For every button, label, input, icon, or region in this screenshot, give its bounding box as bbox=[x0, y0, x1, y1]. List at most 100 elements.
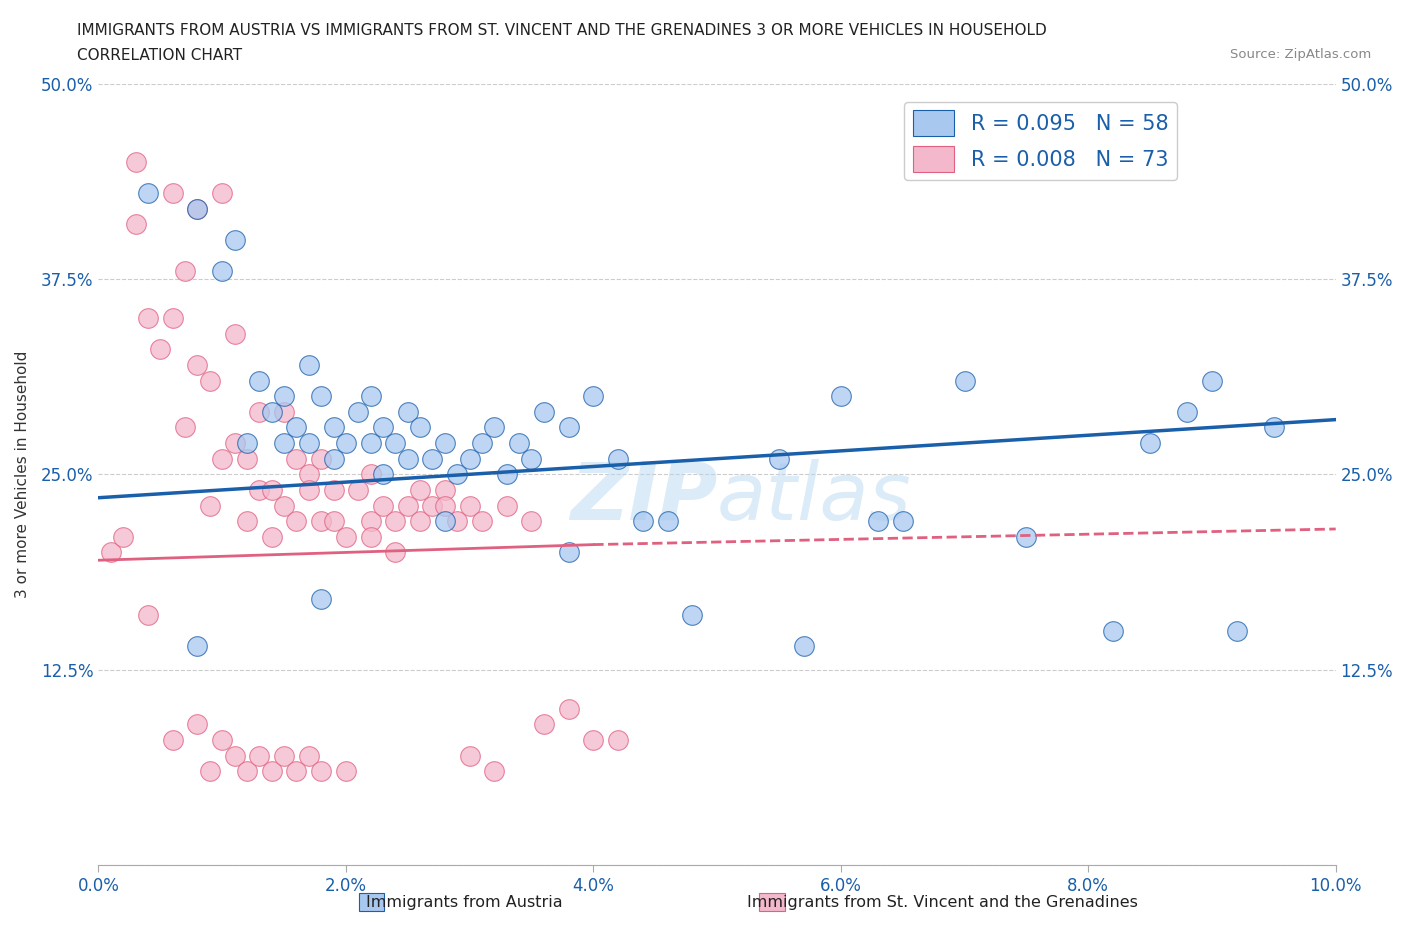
Point bbox=[396, 498, 419, 513]
Point bbox=[124, 154, 146, 169]
Text: Immigrants from St. Vincent and the Grenadines: Immigrants from St. Vincent and the Gren… bbox=[747, 895, 1137, 910]
Point bbox=[211, 733, 233, 748]
Point bbox=[384, 435, 406, 450]
Point bbox=[607, 451, 630, 466]
Point bbox=[471, 513, 494, 528]
Point bbox=[124, 217, 146, 232]
Point bbox=[768, 451, 790, 466]
Text: ZIP: ZIP bbox=[569, 458, 717, 537]
Point bbox=[446, 467, 468, 482]
Point bbox=[335, 435, 357, 450]
Point bbox=[866, 513, 889, 528]
Point bbox=[273, 498, 295, 513]
Point bbox=[136, 186, 159, 201]
Point bbox=[247, 405, 270, 419]
Point bbox=[422, 498, 444, 513]
Point bbox=[793, 639, 815, 654]
Point bbox=[681, 607, 703, 622]
Point bbox=[224, 232, 246, 247]
Legend: R = 0.095   N = 58, R = 0.008   N = 73: R = 0.095 N = 58, R = 0.008 N = 73 bbox=[904, 102, 1177, 179]
Point bbox=[309, 451, 332, 466]
Point bbox=[236, 764, 259, 778]
Point bbox=[162, 186, 184, 201]
Point bbox=[174, 264, 197, 279]
Point bbox=[508, 435, 530, 450]
Point bbox=[322, 483, 344, 498]
Point bbox=[1226, 623, 1249, 638]
Point bbox=[409, 513, 432, 528]
Point bbox=[322, 420, 344, 435]
Point bbox=[186, 717, 208, 732]
Point bbox=[285, 451, 308, 466]
Point bbox=[1102, 623, 1125, 638]
Point bbox=[260, 764, 283, 778]
Point bbox=[371, 498, 394, 513]
Point bbox=[1175, 405, 1198, 419]
Point bbox=[520, 513, 543, 528]
Point bbox=[335, 529, 357, 544]
Point bbox=[384, 513, 406, 528]
Point bbox=[458, 748, 481, 763]
Point bbox=[100, 545, 122, 560]
Point bbox=[1139, 435, 1161, 450]
Point bbox=[458, 451, 481, 466]
Point bbox=[186, 357, 208, 372]
Point bbox=[409, 483, 432, 498]
Point bbox=[557, 545, 579, 560]
Point bbox=[396, 405, 419, 419]
Point bbox=[298, 357, 321, 372]
Point bbox=[446, 513, 468, 528]
Point bbox=[198, 764, 221, 778]
Point bbox=[458, 498, 481, 513]
Point bbox=[582, 733, 605, 748]
Point bbox=[953, 373, 976, 388]
Point bbox=[631, 513, 654, 528]
Point bbox=[371, 420, 394, 435]
Point bbox=[433, 498, 456, 513]
Point bbox=[309, 764, 332, 778]
Point bbox=[433, 513, 456, 528]
Point bbox=[236, 435, 259, 450]
Text: CORRELATION CHART: CORRELATION CHART bbox=[77, 48, 242, 63]
Point bbox=[298, 467, 321, 482]
Point bbox=[285, 420, 308, 435]
Point bbox=[607, 733, 630, 748]
Point bbox=[186, 201, 208, 216]
Point bbox=[298, 748, 321, 763]
Point bbox=[371, 467, 394, 482]
Point bbox=[433, 483, 456, 498]
Point bbox=[260, 529, 283, 544]
Point bbox=[273, 748, 295, 763]
Point bbox=[471, 435, 494, 450]
Point bbox=[360, 435, 382, 450]
Point bbox=[162, 311, 184, 325]
Point bbox=[136, 311, 159, 325]
Point bbox=[224, 326, 246, 341]
Point bbox=[891, 513, 914, 528]
Point bbox=[247, 373, 270, 388]
Point bbox=[260, 483, 283, 498]
Point bbox=[309, 513, 332, 528]
Point bbox=[112, 529, 135, 544]
Text: Immigrants from Austria: Immigrants from Austria bbox=[366, 895, 562, 910]
Text: atlas: atlas bbox=[717, 458, 912, 537]
Point bbox=[830, 389, 852, 404]
Point bbox=[533, 405, 555, 419]
Point bbox=[384, 545, 406, 560]
Point bbox=[347, 405, 370, 419]
Point bbox=[422, 451, 444, 466]
Point bbox=[533, 717, 555, 732]
Point bbox=[298, 435, 321, 450]
Point bbox=[285, 513, 308, 528]
Point bbox=[484, 420, 506, 435]
Point bbox=[309, 591, 332, 606]
Point bbox=[495, 467, 517, 482]
Point bbox=[236, 451, 259, 466]
Point bbox=[174, 420, 197, 435]
Point bbox=[520, 451, 543, 466]
Point bbox=[224, 748, 246, 763]
Point bbox=[360, 389, 382, 404]
Point bbox=[298, 483, 321, 498]
Point bbox=[198, 373, 221, 388]
Point bbox=[136, 607, 159, 622]
